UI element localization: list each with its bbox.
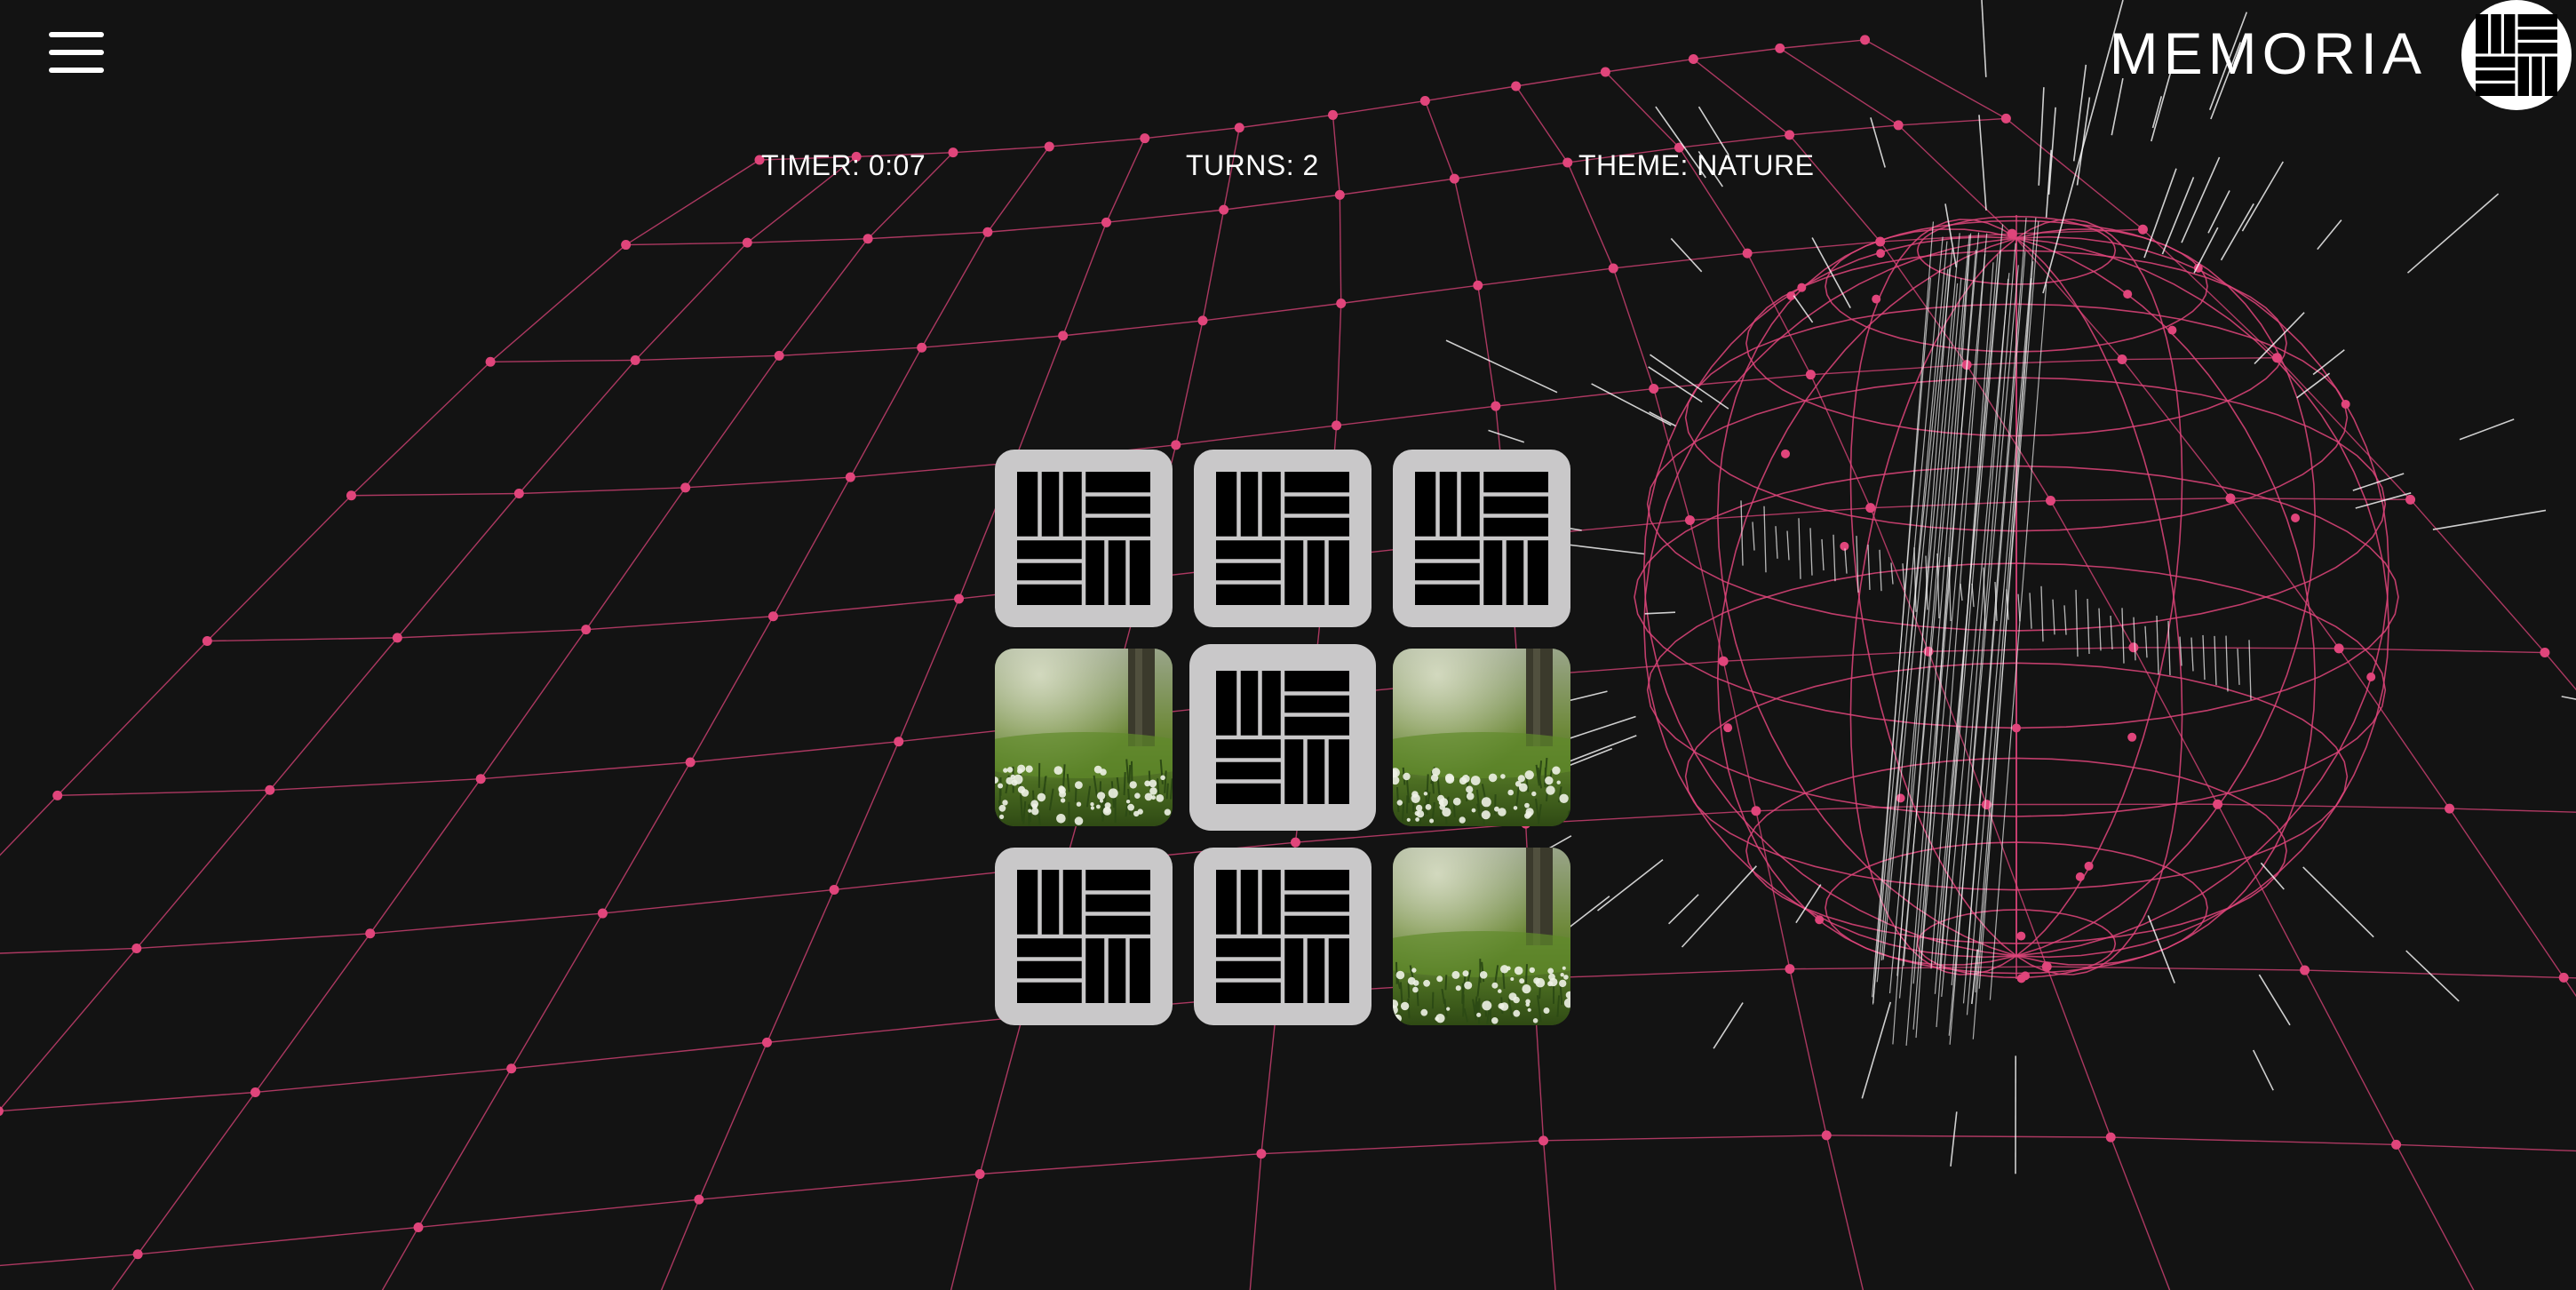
memory-card-hidden[interactable]	[995, 848, 1173, 1025]
wireframe-sphere	[1634, 215, 2399, 983]
memory-card-grid	[995, 450, 1572, 1027]
card-back-pattern-icon	[1216, 472, 1349, 605]
app-title: MEMORIA	[2109, 20, 2427, 86]
card-back-pattern-icon	[1017, 870, 1150, 1003]
card-back-pattern-icon	[1216, 870, 1349, 1003]
hamburger-menu-icon[interactable]	[49, 32, 104, 73]
memory-card-selected[interactable]	[1189, 644, 1376, 831]
turns-counter: TURNS: 2	[1186, 149, 1319, 181]
memoria-logo-icon[interactable]	[2461, 0, 2572, 110]
memory-card-hidden[interactable]	[1194, 450, 1371, 627]
memory-card-revealed[interactable]	[995, 649, 1173, 826]
card-back-pattern-icon	[1216, 671, 1349, 804]
timer-display: TIMER: 0:07	[761, 149, 926, 181]
memory-card-hidden[interactable]	[1194, 848, 1371, 1025]
card-back-pattern-icon	[1415, 472, 1548, 605]
memory-card-revealed[interactable]	[1393, 848, 1570, 1025]
memory-card-revealed[interactable]	[1393, 649, 1570, 826]
memory-card-hidden[interactable]	[1393, 450, 1570, 627]
memory-card-hidden[interactable]	[995, 450, 1173, 627]
nature-meadow-image	[1393, 848, 1570, 1025]
card-back-pattern-icon	[1017, 472, 1150, 605]
nature-meadow-image	[995, 649, 1173, 826]
theme-label: THEME: NATURE	[1578, 149, 1815, 181]
nature-meadow-image	[1393, 649, 1570, 826]
